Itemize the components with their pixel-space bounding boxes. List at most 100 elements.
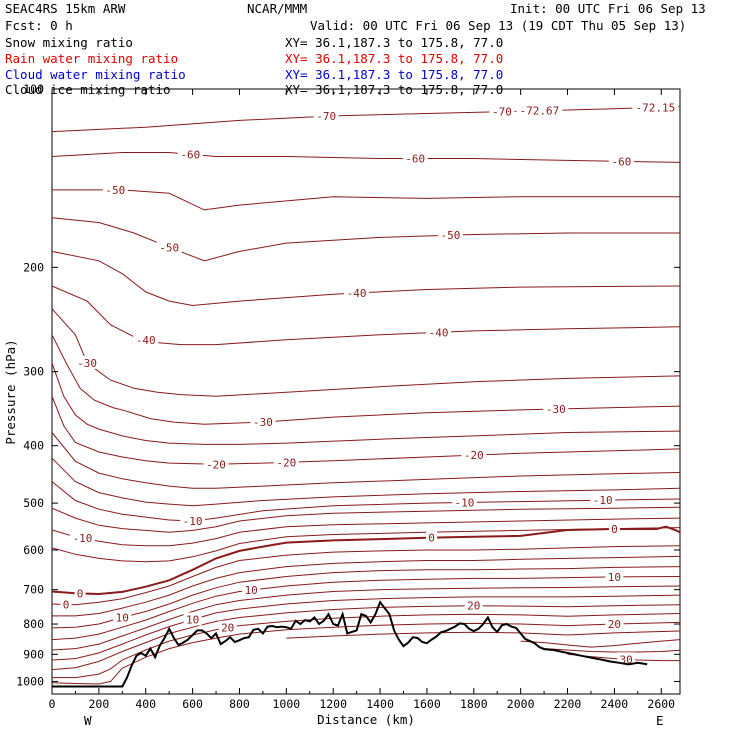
terrain: [52, 600, 648, 688]
contour-label-bg: [608, 522, 620, 535]
contour-label: -10: [73, 532, 93, 545]
x-axis-label: Distance (km): [317, 712, 415, 727]
contour-label-bg: [608, 154, 634, 168]
field-cloudwater-name: Cloud water mixing ratio: [5, 67, 186, 82]
contour-label-bg: [113, 610, 132, 624]
contour-label: -20: [276, 456, 296, 469]
contour-line-6: [51, 308, 681, 397]
contour-label: 0: [428, 532, 435, 545]
contour-line-4: [51, 250, 681, 307]
contour-labels: -70 -70 -72.67 -72.15 -60 -60 -60 -50 -50 -50 -40 -…: [60, 100, 679, 666]
y-tick-label: 700: [23, 583, 44, 597]
contour-line-27: [520, 639, 681, 648]
contour-label-bg: [242, 583, 261, 597]
contour-label: -60: [611, 155, 631, 168]
contour-label: -50: [440, 229, 460, 242]
x-tick-label: 2000: [507, 697, 535, 711]
contour-line-26: [286, 630, 681, 639]
contour-label-bg: [605, 569, 624, 583]
east-label: E: [656, 713, 664, 728]
contour-line-18: [52, 555, 681, 617]
y-tick-label: 800: [23, 617, 44, 631]
contour-label-bg: [543, 402, 569, 415]
valid-time: Valid: 00 UTC Fri 06 Sep 13 (19 CDT Thu …: [310, 18, 686, 33]
contour-label-bg: [426, 530, 438, 544]
model-title: SEAC4RS 15km ARW: [5, 1, 126, 16]
x-tick-label: 800: [229, 697, 250, 711]
contour-label: 0: [611, 523, 618, 536]
contour-label-bg: [344, 286, 370, 299]
contour-line-7: [51, 334, 681, 425]
contour-label: -50: [159, 241, 179, 254]
plot-frame: [51, 88, 681, 695]
contour-label-bg: [203, 457, 229, 471]
contour-label: 10: [186, 614, 199, 627]
field-snow-xy: XY= 36.1,187.3 to 175.8, 77.0: [285, 35, 503, 50]
contour-label: -10: [183, 515, 203, 528]
x-tick-label: 600: [182, 697, 203, 711]
contour-label-bg: [60, 597, 72, 611]
contour-line-10: [51, 432, 681, 489]
contour-label: -20: [206, 458, 226, 471]
contour-label: 10: [245, 584, 258, 597]
x-tick-label: 1200: [319, 697, 347, 711]
contour-line-23: [51, 604, 681, 671]
contour-label-bg: [183, 612, 202, 626]
contour-line-9: [51, 396, 681, 465]
contour-line-5: [51, 285, 681, 346]
contour-line-1: [51, 152, 681, 163]
contour-label: -20: [464, 449, 484, 462]
contour-line-3: [51, 217, 680, 262]
contour-label-bg: [313, 109, 339, 123]
y-axis-label: Pressure (hPa): [3, 339, 18, 444]
contour-label-bg: [402, 151, 428, 165]
x-axis: 0 200 400 600 800 1000 1200 1400 1600 1800 2000 220…: [49, 89, 675, 711]
contour-label-bg: [218, 620, 237, 634]
contour-label-bg: [74, 586, 86, 600]
x-tick-label: 200: [88, 697, 109, 711]
west-label: W: [84, 713, 92, 728]
field-rain-xy: XY= 36.1,187.3 to 175.8, 77.0: [285, 51, 503, 66]
contour-label-bg: [464, 598, 483, 612]
contour-line-2: [52, 189, 680, 211]
contour-line-0: [51, 105, 681, 133]
contour-line-20: [51, 576, 681, 641]
contour-line-28: [544, 648, 681, 653]
contour-label: -60: [180, 148, 200, 161]
contour-label-bg: [489, 104, 515, 118]
x-tick-label: 2600: [647, 697, 675, 711]
contour-label-bg: [273, 455, 299, 469]
forecast-hour: Fcst: 0 h: [5, 18, 73, 33]
contour-label-bg: [617, 652, 636, 666]
x-tick-label: 0: [49, 697, 56, 711]
contour-line-13: [51, 506, 681, 533]
contour-label-bg: [451, 495, 477, 509]
init-time: Init: 00 UTC Fri 06 Sep 13: [510, 1, 706, 16]
contour-line-8: [51, 362, 681, 445]
contour-label: -30: [77, 357, 97, 370]
temperature-contours: [51, 105, 681, 685]
contour-label: -50: [105, 184, 125, 197]
field-snow-name: Snow mixing ratio: [5, 35, 133, 50]
x-tick-label: 2400: [601, 697, 629, 711]
contour-line-11: [51, 457, 681, 507]
y-tick-label: 500: [23, 496, 44, 510]
contour-label-bg: [70, 531, 95, 545]
org-label: NCAR/MMM: [247, 1, 307, 16]
contour-label: 10: [116, 612, 129, 625]
contour-label-bg: [177, 147, 203, 161]
contour-label: 10: [608, 571, 621, 584]
contour-label-bg: [74, 355, 100, 369]
contour-label: 20: [221, 622, 234, 635]
y-tick-label: 300: [23, 365, 44, 379]
contour-label-bg: [516, 103, 563, 117]
field-rain-name: Rain water mixing ratio: [5, 51, 178, 66]
contour-label: -72.67: [520, 105, 560, 118]
x-tick-label: 1400: [366, 697, 394, 711]
contour-label-bg: [632, 100, 679, 114]
contour-label: -72.15: [636, 101, 676, 114]
contour-label-bg: [605, 617, 624, 630]
y-tick-label: 1000: [16, 674, 44, 688]
